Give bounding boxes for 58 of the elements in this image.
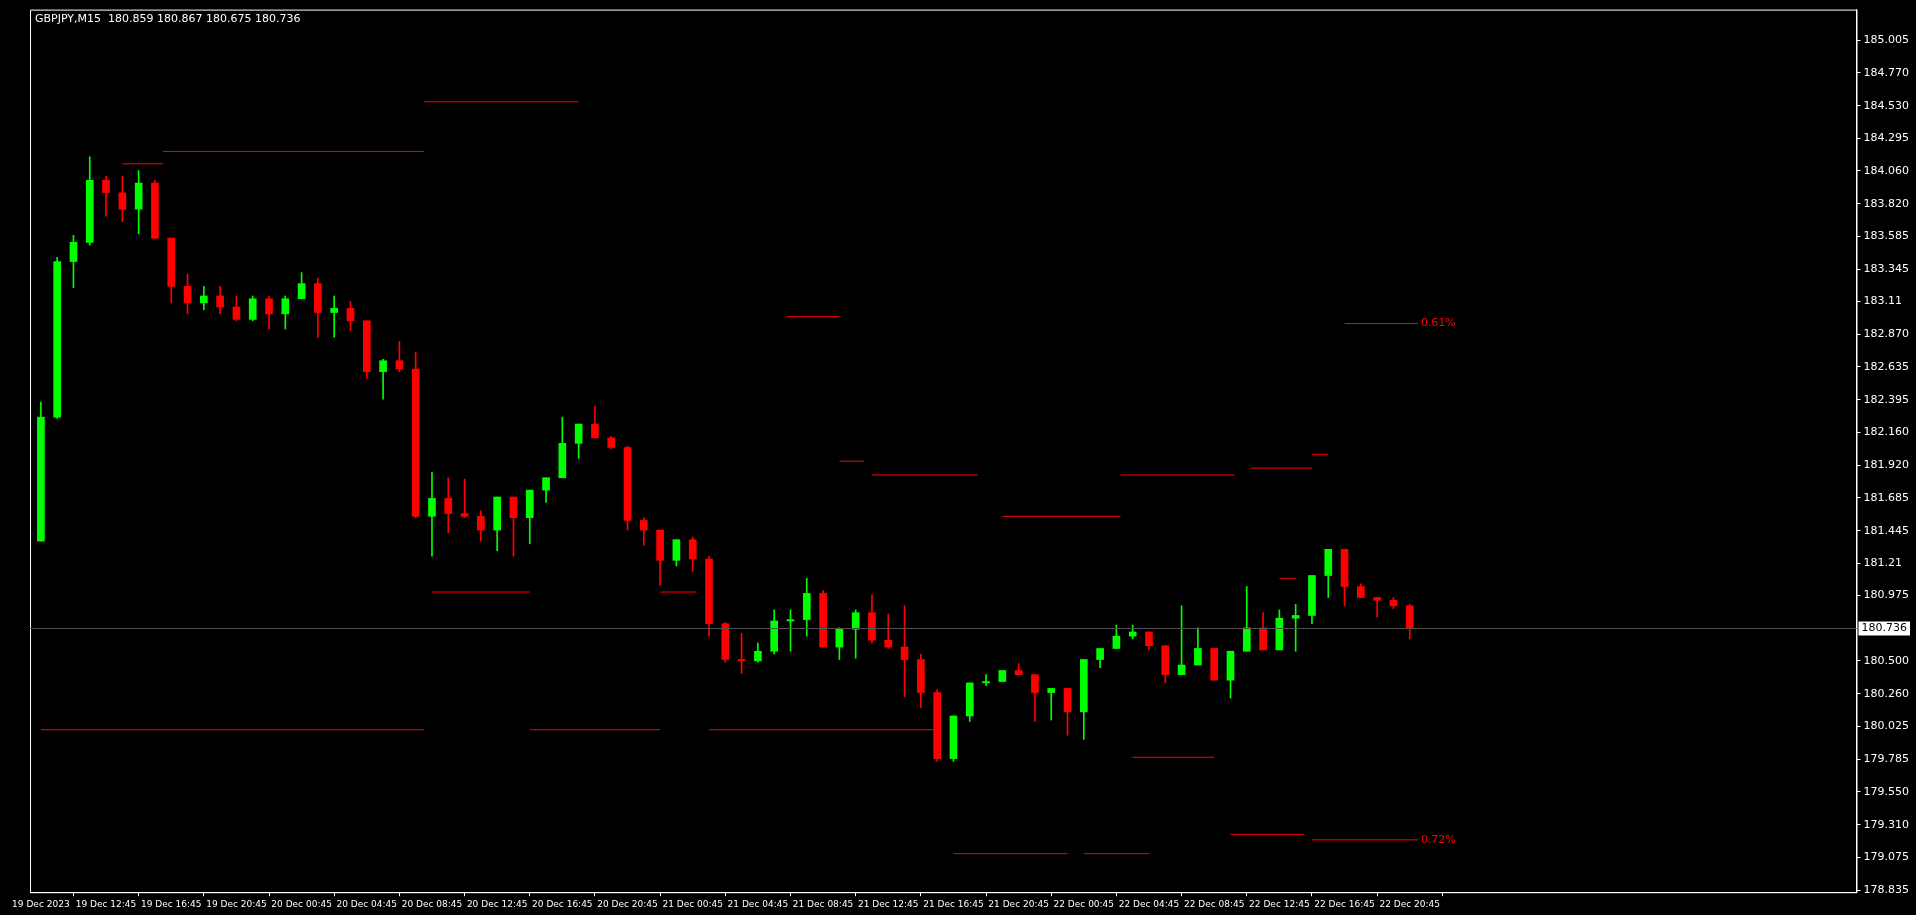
candlestick [1373, 597, 1381, 618]
y-tick-label: 184.770 [1863, 65, 1910, 79]
y-tick-label: 180.975 [1863, 588, 1910, 602]
y-tick-label: 184.530 [1863, 98, 1910, 112]
x-tick-label: 22 Dec 08:45 [1183, 898, 1245, 909]
candlestick [330, 295, 339, 338]
annotation: 0.61% [1420, 316, 1456, 330]
candlestick [982, 674, 990, 686]
y-tick-label: 181.920 [1863, 458, 1910, 472]
x-tick-label: 21 Dec 00:45 [662, 898, 723, 909]
y-tick-label: 179.075 [1863, 849, 1910, 863]
y-tick-label: 181.445 [1863, 523, 1910, 537]
x-tick-label: 20 Dec 00:45 [271, 898, 332, 909]
y-tick-label: 184.060 [1863, 163, 1910, 177]
y-tick-label: 182.635 [1863, 359, 1910, 373]
candlestick [884, 613, 893, 649]
chart-title: GBPJPY,M15 180.859 180.867 180.675 180.736 [35, 12, 301, 26]
y-tick-label: 183.11 [1863, 294, 1903, 308]
y-tick-label: 179.785 [1863, 752, 1910, 766]
y-tick-label: 183.820 [1863, 196, 1910, 210]
y-tick-label: 180.025 [1863, 719, 1910, 733]
x-tick-label: 21 Dec 20:45 [988, 898, 1049, 909]
x-tick-label: 21 Dec 12:45 [857, 898, 919, 909]
y-tick-label: 180.260 [1863, 686, 1910, 700]
y-tick-label: 181.21 [1863, 555, 1903, 569]
y-tick-label: 183.585 [1863, 228, 1910, 242]
y-tick-label: 184.295 [1863, 131, 1910, 145]
x-tick-label: 20 Dec 20:45 [597, 898, 658, 909]
x-tick-label: 19 Dec 20:45 [206, 898, 267, 909]
candlestick [428, 471, 436, 557]
ref-line-label: 180.736 [1861, 621, 1908, 635]
y-tick-label: 182.395 [1863, 392, 1910, 406]
x-tick-label: 21 Dec 04:45 [727, 898, 789, 909]
x-tick-label: 19 Dec 2023 [12, 898, 70, 909]
x-tick-label: 19 Dec 16:45 [140, 898, 202, 909]
y-tick-label: 179.310 [1863, 817, 1910, 831]
x-tick-label: 22 Dec 04:45 [1118, 898, 1180, 909]
annotation: 0.72% [1420, 832, 1456, 846]
x-tick-label: 22 Dec 00:45 [1053, 898, 1115, 909]
y-tick-label: 185.005 [1863, 33, 1910, 47]
x-tick-label: 22 Dec 20:45 [1379, 898, 1440, 909]
y-tick-label: 180.500 [1863, 653, 1910, 667]
x-tick-label: 22 Dec 16:45 [1314, 898, 1375, 909]
x-tick-label: 21 Dec 08:45 [792, 898, 854, 909]
y-tick-label: 178.835 [1863, 882, 1910, 896]
x-tick-label: 19 Dec 12:45 [75, 898, 137, 909]
y-tick-label: 182.870 [1863, 327, 1910, 341]
y-tick-label: 182.160 [1863, 425, 1910, 439]
y-tick-label: 183.345 [1863, 262, 1910, 276]
x-tick-label: 20 Dec 04:45 [336, 898, 398, 909]
x-tick-label: 20 Dec 16:45 [532, 898, 593, 909]
x-tick-label: 21 Dec 16:45 [923, 898, 984, 909]
x-tick-label: 22 Dec 12:45 [1249, 898, 1310, 909]
y-tick-label: 179.550 [1863, 784, 1910, 798]
y-tick-label: 181.685 [1863, 490, 1910, 504]
x-tick-label: 20 Dec 12:45 [466, 898, 528, 909]
x-tick-label: 20 Dec 08:45 [401, 898, 463, 909]
candlestick [1047, 688, 1056, 721]
